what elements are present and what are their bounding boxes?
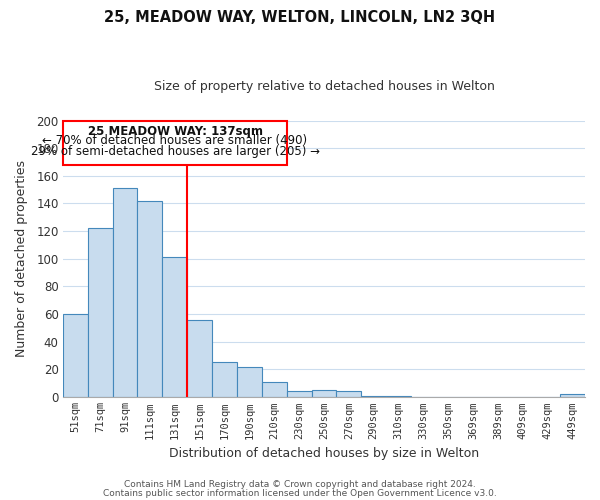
Bar [187,320,212,397]
Y-axis label: Number of detached properties: Number of detached properties [15,160,28,358]
Text: 25 MEADOW WAY: 137sqm: 25 MEADOW WAY: 137sqm [88,124,263,138]
Text: Contains HM Land Registry data © Crown copyright and database right 2024.: Contains HM Land Registry data © Crown c… [124,480,476,489]
Title: Size of property relative to detached houses in Welton: Size of property relative to detached ho… [154,80,494,93]
Bar [163,258,187,397]
Bar [88,228,113,397]
Bar [113,188,137,397]
Text: Contains public sector information licensed under the Open Government Licence v3: Contains public sector information licen… [103,489,497,498]
Bar [63,314,88,397]
Bar [287,392,311,397]
Bar [137,200,163,397]
Bar [212,362,237,397]
Bar [337,392,361,397]
Text: 25, MEADOW WAY, WELTON, LINCOLN, LN2 3QH: 25, MEADOW WAY, WELTON, LINCOLN, LN2 3QH [104,10,496,25]
Bar [560,394,585,397]
FancyBboxPatch shape [64,120,287,165]
Bar [361,396,386,397]
X-axis label: Distribution of detached houses by size in Welton: Distribution of detached houses by size … [169,447,479,460]
Text: ← 70% of detached houses are smaller (490): ← 70% of detached houses are smaller (49… [43,134,308,147]
Bar [311,390,337,397]
Bar [237,366,262,397]
Bar [262,382,287,397]
Bar [386,396,411,397]
Text: 29% of semi-detached houses are larger (205) →: 29% of semi-detached houses are larger (… [31,146,320,158]
